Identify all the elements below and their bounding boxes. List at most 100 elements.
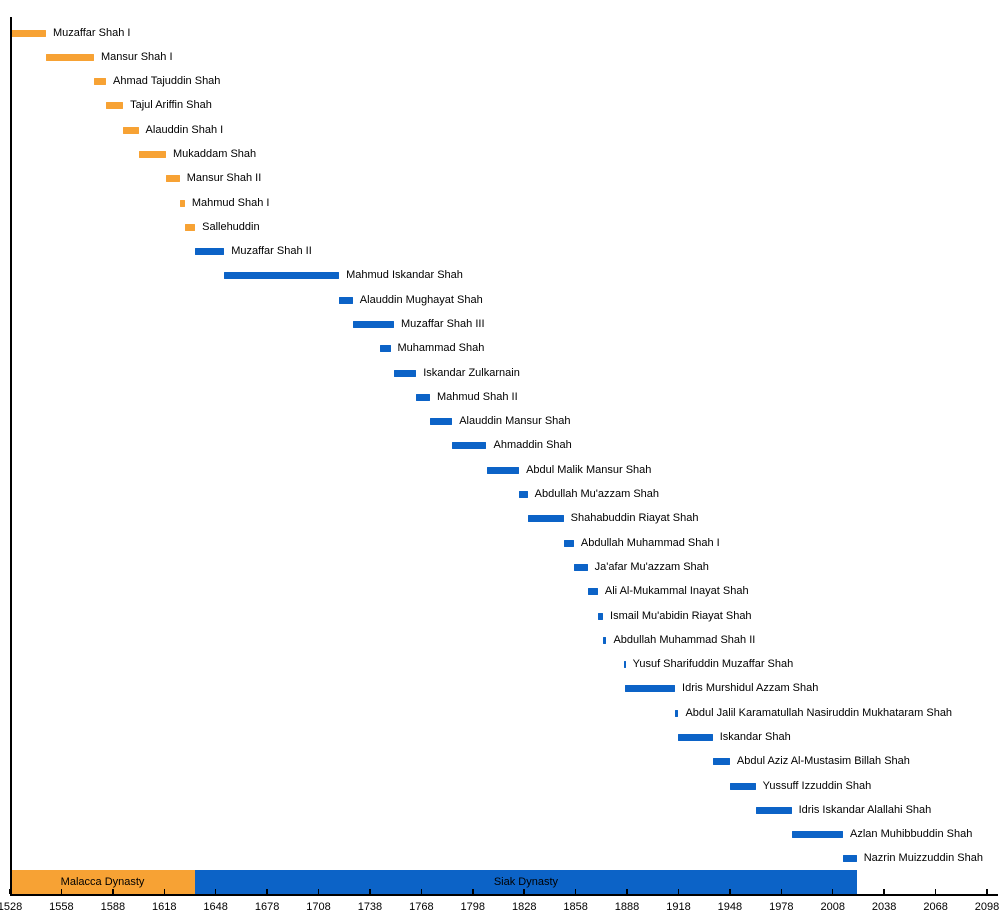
ruler-label: Ahmaddin Shah: [493, 439, 572, 452]
x-axis-tick: [369, 889, 371, 894]
x-axis-tick: [60, 889, 63, 894]
ruler-label: Ja'afar Mu'azzam Shah: [594, 560, 709, 573]
x-axis-tick-label: 2098: [974, 901, 1000, 913]
ruler-label: Alauddin Mughayat Shah: [359, 293, 483, 306]
ruler-label: Muzaffar Shah II: [231, 245, 312, 258]
reign-bar: [843, 855, 857, 863]
reign-bar: [587, 588, 598, 596]
x-axis-tick: [214, 889, 217, 894]
x-axis-tick-label: 2008: [820, 901, 845, 913]
reign-bar: [791, 831, 843, 839]
reign-bar: [623, 661, 626, 669]
reign-bar: [339, 296, 353, 304]
x-axis-tick: [677, 889, 680, 894]
x-axis-tick-label: 1648: [203, 901, 228, 913]
reign-bar: [678, 734, 713, 742]
ruler-label: Abdullah Muhammad Shah II: [613, 633, 756, 646]
reign-bar: [573, 563, 588, 571]
x-axis-tick-label: 1588: [100, 901, 126, 913]
x-axis-tick: [523, 889, 525, 894]
reign-bar: [184, 223, 196, 231]
x-axis-tick: [883, 889, 885, 894]
x-axis-tick-label: 1708: [306, 901, 331, 913]
x-axis-tick-label: 1558: [49, 901, 74, 913]
reign-bar: [712, 758, 730, 766]
x-axis-tick-label: 1858: [563, 901, 588, 913]
dynasty-band-label: Siak Dynasty: [493, 876, 559, 888]
x-axis-tick-label: 1528: [0, 901, 23, 913]
x-axis-tick: [729, 889, 731, 894]
x-axis-tick: [112, 889, 114, 894]
x-axis-tick: [266, 889, 268, 894]
ruler-label: Abdul Jalil Karamatullah Nasiruddin Mukh…: [685, 706, 953, 719]
ruler-label: Muzaffar Shah I: [52, 26, 131, 39]
reign-bar: [224, 272, 340, 280]
reign-bar: [416, 393, 430, 401]
x-axis-tick-label: 2068: [923, 901, 948, 913]
x-axis-tick: [317, 889, 320, 894]
ruler-label: Shahabuddin Riayat Shah: [570, 512, 699, 525]
reign-bar: [625, 685, 676, 693]
reign-bar: [563, 539, 574, 547]
ruler-label: Abdul Malik Mansur Shah: [526, 463, 652, 476]
reign-bar: [93, 78, 106, 86]
ruler-label: Mukaddam Shah: [172, 147, 257, 160]
ruler-label: Sallehuddin: [202, 220, 260, 233]
ruler-label: Alauddin Mansur Shah: [459, 415, 571, 428]
x-axis-tick: [163, 889, 165, 894]
ruler-label: Idris Murshidul Azzam Shah: [682, 682, 819, 695]
reign-bar: [352, 321, 394, 329]
reign-bar: [729, 782, 756, 790]
ruler-label: Yussuff Izzuddin Shah: [762, 779, 872, 792]
x-axis-tick-label: 1948: [717, 901, 743, 913]
reign-bar: [755, 806, 792, 814]
reign-bar: [597, 612, 604, 620]
x-axis-tick: [574, 889, 577, 894]
ruler-label: Mahmud Iskandar Shah: [346, 269, 463, 282]
ruler-label: Muzaffar Shah III: [400, 318, 485, 331]
reign-bar: [452, 442, 487, 450]
ruler-label: Nazrin Muizzuddin Shah: [863, 852, 983, 865]
ruler-label: Abdullah Muhammad Shah I: [580, 536, 720, 549]
ruler-label: Iskandar Shah: [719, 731, 791, 744]
ruler-label: Mansur Shah I: [100, 50, 173, 63]
reign-bar: [123, 126, 139, 134]
x-axis-tick-label: 1618: [152, 901, 177, 913]
reign-bar: [527, 515, 564, 523]
reign-bar: [675, 709, 679, 717]
y-axis-line: [10, 17, 12, 895]
ruler-label: Alauddin Shah I: [145, 123, 224, 136]
x-axis-tick-label: 1978: [769, 901, 794, 913]
ruler-label: Mansur Shah II: [186, 172, 262, 185]
reign-bar: [380, 345, 391, 353]
x-axis-tick: [420, 889, 423, 894]
x-axis-tick: [626, 889, 628, 894]
ruler-label: Idris Iskandar Alallahi Shah: [798, 803, 932, 816]
ruler-label: Iskandar Zulkarnain: [423, 366, 520, 379]
x-axis-tick: [986, 889, 988, 894]
reign-bar: [195, 248, 225, 256]
ruler-label: Ali Al-Mukammal Inayat Shah: [604, 585, 749, 598]
x-axis-tick-label: 1888: [614, 901, 640, 913]
x-axis-line: [10, 894, 998, 896]
x-axis-tick-label: 1678: [254, 901, 280, 913]
reign-bar: [165, 175, 180, 183]
dynasty-band-label: Malacca Dynasty: [60, 876, 145, 888]
reign-bar: [603, 636, 607, 644]
reign-bar: [486, 466, 520, 474]
ruler-label: Yusuf Sharifuddin Muzaffar Shah: [632, 658, 794, 671]
x-axis-tick: [831, 889, 834, 894]
x-axis-tick-label: 1918: [666, 901, 691, 913]
x-axis-tick-label: 1738: [357, 901, 383, 913]
x-axis-tick-label: 1828: [511, 901, 537, 913]
reign-bar: [179, 199, 185, 207]
reign-bar: [45, 53, 94, 61]
ruler-label: Ismail Mu'abidin Riayat Shah: [610, 609, 752, 622]
ruler-label: Tajul Ariffin Shah: [130, 99, 212, 112]
x-axis-tick: [780, 889, 783, 894]
ruler-label: Azlan Muhibbuddin Shah: [850, 828, 973, 841]
ruler-label: Muhammad Shah: [397, 342, 485, 355]
ruler-label: Abdul Aziz Al-Mustasim Billah Shah: [736, 755, 910, 768]
x-axis-tick: [472, 889, 474, 894]
